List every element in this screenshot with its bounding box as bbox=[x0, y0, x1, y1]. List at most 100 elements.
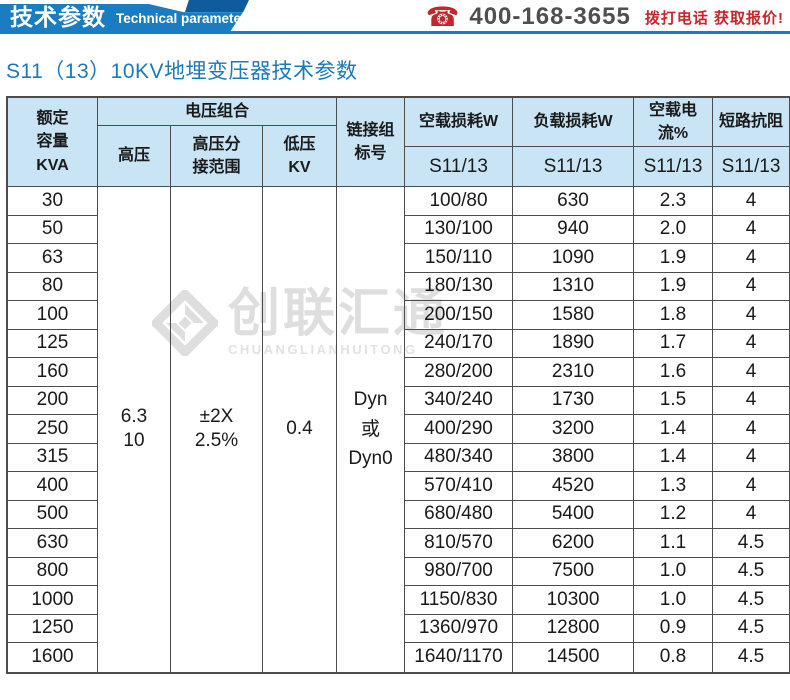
table-cell-noload: 130/100 bbox=[405, 215, 513, 244]
table-cell-load: 1580 bbox=[513, 301, 634, 330]
header-noload-current: 空载电流% bbox=[634, 98, 713, 147]
table-cell-load: 630 bbox=[513, 187, 634, 216]
page-title: S11（13）10KV地埋变压器技术参数 bbox=[6, 60, 358, 83]
table-cell-load: 4520 bbox=[513, 472, 634, 501]
table-cell-kva: 125 bbox=[8, 329, 98, 358]
table-cell-impedance: 4 bbox=[713, 273, 789, 301]
table-cell-load: 5400 bbox=[513, 500, 634, 529]
table-cell-noload: 180/130 bbox=[405, 272, 513, 301]
table-cell-impedance: 4.5 bbox=[737, 646, 765, 668]
table-cell-kva: 315 bbox=[8, 443, 98, 472]
table-cell-impedance: 4 bbox=[713, 301, 789, 330]
table-cell-kva: 400 bbox=[8, 472, 98, 501]
spec-table-grid: 额定 容量 KVA 电压组合 高压 高压分 接范围 低压 KV 链接组 标号 空… bbox=[6, 96, 790, 674]
table-cell-noload: 980/700 bbox=[405, 557, 513, 586]
table-cell-current: 1.8 bbox=[634, 301, 713, 330]
table-cell-load: 1890 bbox=[513, 329, 634, 358]
contact-block: ☎ 400-168-3655 拨打电话 获取报价! bbox=[426, 2, 786, 32]
table-cell-load: 1730 bbox=[513, 386, 634, 415]
table-cell-noload: 150/110 bbox=[405, 244, 513, 273]
table-cell-noload: 810/570 bbox=[405, 529, 513, 558]
header-model-load: S11/13 bbox=[513, 147, 634, 187]
table-cell-current: 1.6 bbox=[634, 358, 713, 387]
table-cell-current: 2.3 bbox=[634, 187, 713, 216]
table-cell-kva: 63 bbox=[8, 244, 98, 273]
table-cell-impedance: 4 bbox=[713, 330, 789, 358]
merged-cell-high-voltage: 6.3 10 bbox=[98, 187, 171, 672]
header-model-impedance: S11/13 bbox=[713, 147, 789, 187]
table-cell-noload: 570/410 bbox=[405, 472, 513, 501]
table-cell-load: 14500 bbox=[513, 643, 634, 672]
table-cell-impedance: 4.5 bbox=[713, 586, 789, 615]
divider-line bbox=[0, 31, 790, 34]
header-rated-capacity: 额定 容量 KVA bbox=[8, 98, 98, 187]
header-model-noload: S11/13 bbox=[405, 147, 513, 187]
table-cell-impedance: 4 bbox=[713, 501, 789, 529]
phone-icon: ☎ bbox=[425, 2, 460, 32]
table-cell-load: 3800 bbox=[513, 443, 634, 472]
table-cell-kva: 800 bbox=[8, 557, 98, 586]
table-cell-current: 1.4 bbox=[634, 415, 713, 444]
table-cell-current: 1.9 bbox=[634, 244, 713, 273]
table-cell-current: 0.8 bbox=[634, 643, 713, 672]
table-cell-load: 940 bbox=[513, 215, 634, 244]
phone-number[interactable]: 400-168-3655 bbox=[469, 3, 631, 30]
banner-title-en: Technical parameter bbox=[116, 11, 247, 26]
table-cell-kva: 630 bbox=[8, 529, 98, 558]
top-banner: 技术参数 Technical parameter ☎ 400-168-3655 … bbox=[0, 0, 790, 34]
table-cell-impedance: 4 bbox=[713, 244, 789, 273]
table-cell-impedance: 4.5 bbox=[713, 529, 789, 558]
table-cell-current: 1.2 bbox=[634, 500, 713, 529]
table-cell-load: 1310 bbox=[513, 272, 634, 301]
table-cell-current: 1.5 bbox=[634, 386, 713, 415]
table-cell-noload: 280/200 bbox=[405, 358, 513, 387]
table-cell-current: 1.0 bbox=[634, 557, 713, 586]
merged-cell-low-voltage: 0.4 bbox=[263, 187, 337, 672]
header-noload-loss: 空载损耗W bbox=[405, 98, 513, 147]
table-cell-current: 1.0 bbox=[634, 586, 713, 615]
table-cell-kva: 1600 bbox=[8, 643, 98, 672]
table-cell-noload: 200/150 bbox=[405, 301, 513, 330]
table-cell-current: 1.7 bbox=[634, 329, 713, 358]
header-load-loss: 负载损耗W bbox=[513, 98, 634, 147]
table-cell-noload: 480/340 bbox=[405, 443, 513, 472]
header-connection-group: 链接组 标号 bbox=[337, 98, 405, 187]
table-cell-kva: 30 bbox=[8, 187, 98, 216]
table-cell-impedance: 4 bbox=[713, 415, 789, 444]
call-cta-text[interactable]: 拨打电话 获取报价! bbox=[644, 9, 784, 27]
table-cell-noload: 1360/970 bbox=[405, 614, 513, 643]
parameter-table: 创联汇通 CHUANGLIANHUITONG 额定 容量 KVA 电压组合 高压… bbox=[6, 96, 790, 674]
header-voltage-combination: 电压组合 bbox=[98, 98, 337, 126]
table-cell-kva: 100 bbox=[8, 301, 98, 330]
table-cell-kva: 1000 bbox=[8, 586, 98, 615]
table-cell-load: 2310 bbox=[513, 358, 634, 387]
table-cell-current: 0.9 bbox=[634, 614, 713, 643]
table-cell-current: 1.4 bbox=[634, 443, 713, 472]
table-cell-impedance: 4 bbox=[713, 387, 789, 415]
header-model-current: S11/13 bbox=[634, 147, 713, 187]
table-cell-kva: 50 bbox=[8, 215, 98, 244]
table-cell-load: 7500 bbox=[513, 557, 634, 586]
header-impedance: 短路抗阻 bbox=[713, 98, 789, 147]
merged-cell-connection: Dyn 或 Dyn0 bbox=[337, 187, 405, 672]
table-cell-impedance: 4.5 bbox=[713, 615, 789, 643]
table-cell-impedance: 4 bbox=[713, 444, 789, 472]
table-cell-current: 1.9 bbox=[634, 272, 713, 301]
table-cell-kva: 80 bbox=[8, 272, 98, 301]
header-low-voltage: 低压 KV bbox=[263, 126, 337, 187]
table-cell-load: 1090 bbox=[513, 244, 634, 273]
table-cell-noload: 1640/1170 bbox=[405, 643, 513, 672]
table-cell-noload: 340/240 bbox=[405, 386, 513, 415]
table-cell-load: 10300 bbox=[513, 586, 634, 615]
table-cell-noload: 240/170 bbox=[405, 329, 513, 358]
table-cell-load: 3200 bbox=[513, 415, 634, 444]
table-cell-impedance: 4 bbox=[713, 216, 789, 244]
table-cell-noload: 1150/830 bbox=[405, 586, 513, 615]
ribbon-fold-shape bbox=[185, 0, 249, 12]
table-cell-noload: 100/80 bbox=[405, 187, 513, 216]
table-cell-impedance: 4.5 bbox=[713, 558, 789, 586]
table-cell-kva: 200 bbox=[8, 386, 98, 415]
header-high-voltage: 高压 bbox=[98, 126, 171, 187]
table-cell-load: 6200 bbox=[513, 529, 634, 558]
table-cell-load: 12800 bbox=[513, 614, 634, 643]
